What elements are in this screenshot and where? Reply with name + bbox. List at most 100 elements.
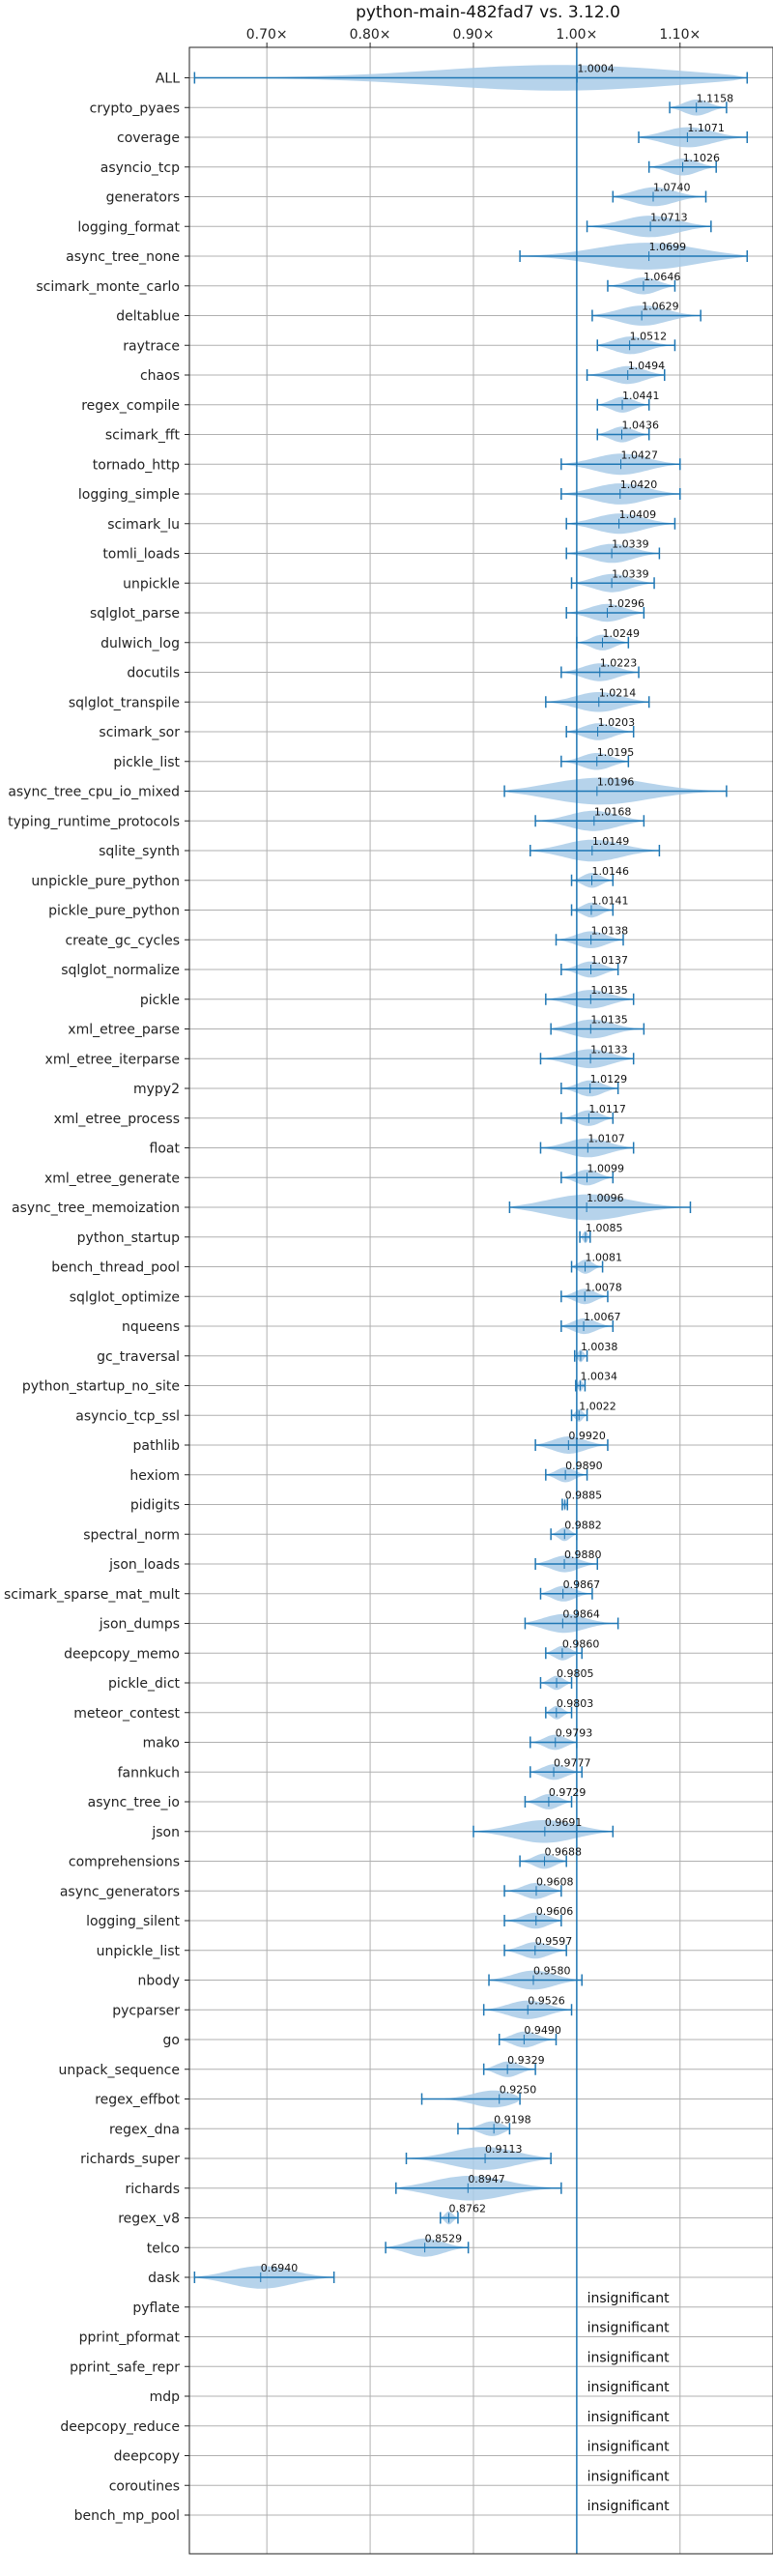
value-label: 1.0022 <box>579 1400 616 1412</box>
value-label: 1.1158 <box>697 92 734 104</box>
value-label: 1.0441 <box>622 390 660 402</box>
plot-frame <box>188 46 773 2555</box>
value-label: 0.9526 <box>528 1994 565 2007</box>
category-label: coroutines <box>109 2478 180 2494</box>
value-label: 0.9329 <box>507 2054 545 2067</box>
category-label: regex_v8 <box>118 2212 180 2227</box>
value-label: 1.0149 <box>592 835 630 848</box>
value-label: 0.9490 <box>524 2024 561 2037</box>
category-label: bench_thread_pool <box>51 1260 180 1276</box>
insignificant-label: insignificant <box>587 2350 671 2365</box>
value-label: 1.0038 <box>581 1341 618 1353</box>
category-label: scimark_fft <box>105 428 181 444</box>
value-label: 1.0713 <box>650 211 688 223</box>
value-label: 1.0420 <box>620 478 658 491</box>
category-label: tomli_loads <box>102 547 180 563</box>
category-label: pprint_pformat <box>79 2330 181 2346</box>
category-label: crypto_pyaes <box>90 101 180 116</box>
value-label: 0.9198 <box>494 2113 531 2126</box>
value-label: 1.0195 <box>597 746 635 759</box>
category-label: async_tree_memoization <box>12 1201 180 1216</box>
category-label: unpack_sequence <box>59 2063 180 2078</box>
category-label: deltablue <box>116 309 180 325</box>
category-label: async_generators <box>60 1884 180 1899</box>
category-label: float <box>150 1142 181 1157</box>
value-label: 1.0129 <box>590 1073 628 1085</box>
value-label: 0.9867 <box>563 1578 601 1591</box>
category-label: python_startup_no_site <box>22 1379 180 1395</box>
value-label: 1.0249 <box>603 627 641 640</box>
category-label: xml_etree_generate <box>44 1171 180 1186</box>
value-label: 0.9885 <box>565 1490 603 1502</box>
category-label: asyncio_tcp_ssl <box>75 1408 180 1424</box>
value-label: 1.1026 <box>683 152 721 164</box>
category-label: nqueens <box>122 1319 180 1335</box>
category-label: dulwich_log <box>100 636 180 651</box>
insignificant-label: insignificant <box>587 2440 671 2455</box>
category-label: scimark_lu <box>107 517 180 533</box>
value-label: 1.0223 <box>600 657 638 670</box>
category-label: comprehensions <box>69 1855 180 1870</box>
value-label: 0.8762 <box>449 2203 487 2215</box>
value-label: 1.0494 <box>628 360 666 372</box>
category-label: bench_mp_pool <box>74 2508 180 2524</box>
category-label: logging_format <box>77 219 180 235</box>
category-label: pickle_list <box>113 755 180 770</box>
value-label: 1.0146 <box>591 865 629 878</box>
category-label: raytrace <box>123 338 180 354</box>
value-label: 1.0296 <box>608 597 645 610</box>
value-label: 0.9880 <box>564 1548 602 1561</box>
x-tick-label: 1.10× <box>659 27 701 43</box>
value-label: 0.9608 <box>536 1875 574 1888</box>
value-label: 0.9580 <box>533 1965 571 1978</box>
category-label: regex_compile <box>81 398 180 414</box>
category-label: logging_silent <box>86 1914 180 1929</box>
value-label: 1.1071 <box>687 122 725 134</box>
category-label: pprint_safe_repr <box>70 2359 180 2375</box>
value-label: 0.9805 <box>557 1667 594 1680</box>
category-label: deepcopy_memo <box>64 1646 180 1662</box>
label-layer: ALL crypto_pyaes coverage asyncio_tcpgenera… <box>4 63 733 2525</box>
category-label: ALL <box>156 72 180 87</box>
value-label: 1.0138 <box>591 924 629 937</box>
value-label: 1.0137 <box>591 954 629 967</box>
category-label: scimark_sor <box>99 725 180 740</box>
category-label: python_startup <box>77 1230 180 1246</box>
category-label: mako <box>143 1736 180 1751</box>
category-label: tornado_http <box>93 457 180 473</box>
value-label: 0.8529 <box>425 2232 463 2244</box>
category-label: create_gc_cycles <box>65 933 180 948</box>
category-label: json_dumps <box>99 1617 180 1633</box>
insignificant-label: insignificant <box>587 2380 671 2395</box>
value-label: 0.9688 <box>545 1846 583 1859</box>
category-label: unpickle <box>123 576 180 592</box>
value-label: 0.9250 <box>500 2084 537 2097</box>
value-label: 1.0034 <box>581 1371 618 1383</box>
category-label: pycparser <box>112 2003 180 2018</box>
category-label: spectral_norm <box>83 1527 180 1543</box>
x-tick-label: 0.70× <box>246 27 288 43</box>
value-label: 1.0096 <box>587 1192 624 1204</box>
category-label: pyflate <box>132 2301 180 2316</box>
value-label: 1.0629 <box>642 301 679 313</box>
x-tick-label: 0.90× <box>453 27 495 43</box>
category-label: sqlglot_transpile <box>69 695 180 710</box>
value-label: 1.0699 <box>649 241 687 253</box>
category-label: sqlglot_parse <box>90 606 180 622</box>
category-label: regex_effbot <box>95 2093 180 2108</box>
category-label: json_loads <box>108 1557 180 1573</box>
value-label: 0.6940 <box>261 2262 299 2274</box>
value-label: 0.9606 <box>536 1905 574 1918</box>
value-label: 0.9793 <box>556 1727 593 1740</box>
value-label: 1.0168 <box>594 805 632 818</box>
value-label: 0.9803 <box>557 1697 594 1710</box>
insignificant-label: insignificant <box>587 2291 671 2306</box>
category-label: xml_etree_parse <box>68 1023 180 1038</box>
value-label: 1.0141 <box>591 895 629 908</box>
category-label: pidigits <box>130 1498 180 1514</box>
value-label: 1.0117 <box>588 1103 626 1115</box>
value-label: 0.9890 <box>565 1460 603 1472</box>
category-label: async_tree_none <box>66 249 180 265</box>
